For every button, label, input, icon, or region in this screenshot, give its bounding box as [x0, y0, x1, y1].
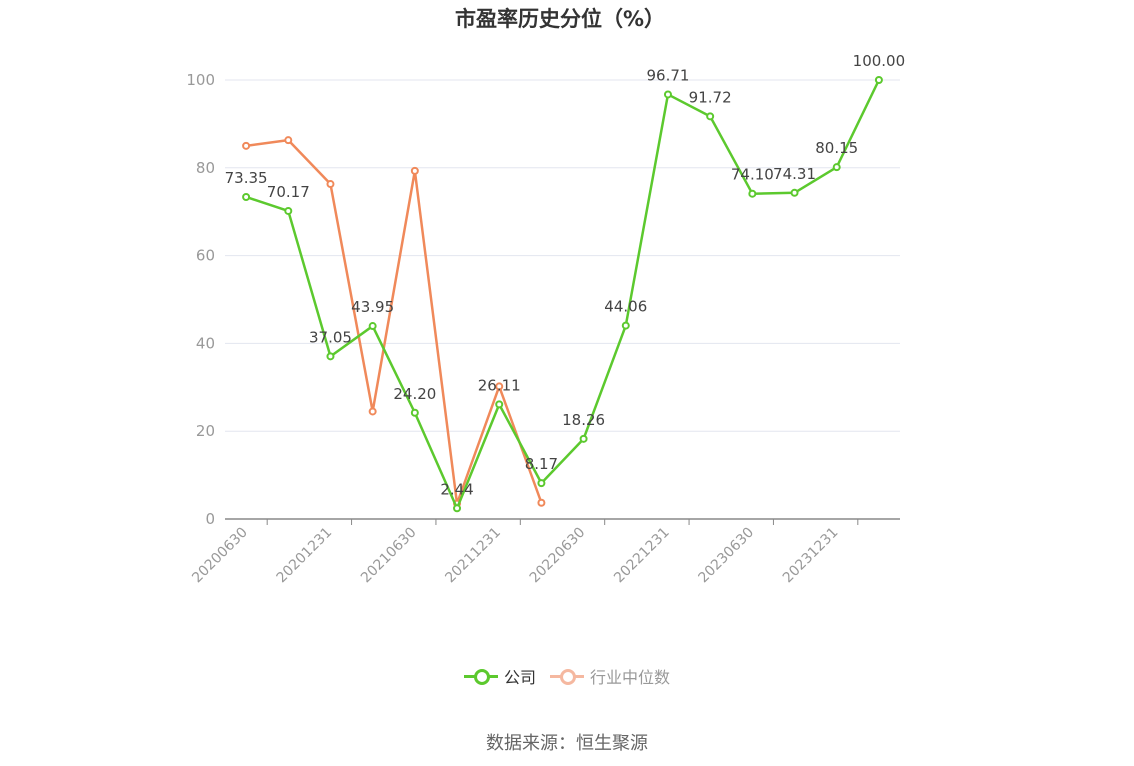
legend: 公司 行业中位数	[0, 664, 1134, 688]
company-point	[284, 206, 293, 215]
data-label: 37.05	[309, 328, 352, 346]
industry-point	[326, 180, 335, 189]
company-point	[453, 504, 462, 513]
data-label: 91.72	[689, 88, 732, 106]
y-tick-label: 80	[196, 159, 215, 177]
x-tick-label: 20231231	[780, 525, 842, 587]
company-point	[537, 479, 546, 488]
data-label: 26.11	[478, 376, 521, 394]
company-point	[410, 408, 419, 417]
data-label: 100.00	[853, 52, 906, 70]
x-tick-label: 20230630	[695, 525, 757, 587]
data-label: 74.10	[731, 166, 774, 184]
series-company	[242, 76, 883, 513]
company-point	[748, 189, 757, 198]
company-point	[368, 322, 377, 331]
data-label: 18.26	[562, 411, 605, 429]
y-tick-label: 20	[196, 422, 215, 440]
company-point	[706, 112, 715, 121]
x-tick-label: 20200630	[189, 525, 251, 587]
y-tick-label: 100	[186, 71, 215, 89]
company-point	[790, 188, 799, 197]
data-label: 74.31	[773, 165, 816, 183]
industry-point	[242, 141, 251, 150]
company-point	[663, 90, 672, 99]
legend-item-industry[interactable]: 行业中位数	[550, 664, 670, 688]
x-tick-label: 20211231	[442, 525, 504, 587]
industry-point	[495, 382, 504, 391]
y-tick-label: 60	[196, 247, 215, 265]
data-label: 2.44	[440, 480, 473, 498]
industry-line	[245, 138, 543, 505]
x-tick-label: 20221231	[611, 525, 673, 587]
axes: 0 20 40 60 80 100 20200630 20201231 20210630 2021…	[186, 71, 900, 586]
series-industry	[242, 136, 546, 508]
legend-item-company[interactable]: 公司	[463, 664, 536, 688]
data-label: 8.17	[525, 455, 558, 473]
data-label: 43.95	[351, 298, 394, 316]
company-point	[326, 352, 335, 361]
data-label: 24.20	[393, 385, 436, 403]
industry-point	[537, 498, 546, 507]
data-label: 73.35	[225, 169, 268, 187]
company-line	[245, 79, 881, 510]
company-point	[242, 192, 251, 201]
legend-industry-icon	[550, 666, 584, 686]
y-tick-label: 40	[196, 334, 215, 352]
data-label: 96.71	[646, 66, 689, 84]
industry-point	[368, 407, 377, 416]
y-tick-label: 0	[205, 510, 215, 528]
company-point	[874, 76, 883, 84]
series	[242, 76, 883, 513]
company-point	[495, 400, 504, 409]
data-label: 44.06	[604, 298, 647, 316]
industry-point	[284, 136, 293, 145]
chart-title: 市盈率历史分位（%）	[454, 7, 666, 31]
legend-company-icon	[463, 666, 498, 686]
data-source: 数据来源：恒生聚源	[486, 733, 648, 754]
x-tick-label: 20201231	[274, 525, 336, 587]
x-tick-label: 20220630	[527, 525, 589, 587]
company-point	[832, 163, 841, 172]
legend-company-label: 公司	[503, 668, 536, 687]
data-label: 70.17	[267, 183, 310, 201]
industry-point	[410, 166, 419, 175]
company-point	[621, 321, 630, 330]
legend-industry-label: 行业中位数	[590, 668, 671, 687]
grid-lines	[225, 79, 900, 432]
data-label: 80.15	[815, 139, 858, 157]
x-tick-label: 20210630	[358, 525, 420, 587]
company-point	[579, 434, 588, 443]
